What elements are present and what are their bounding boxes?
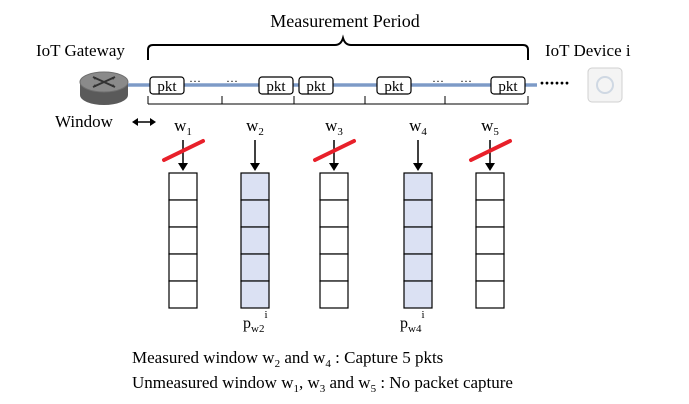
- iot-device-icon: [587, 67, 623, 103]
- window-w2: w2: [240, 116, 270, 309]
- window-name: w2: [246, 116, 264, 138]
- packet: pkt: [258, 76, 294, 95]
- buffer-slot: [240, 253, 270, 282]
- window-w1: w1: [162, 116, 205, 309]
- legend-line-unmeasured: Unmeasured window w1, w3 and w5 : No pac…: [132, 373, 513, 395]
- ellipsis: ···: [460, 74, 472, 88]
- packet-buffer: [403, 172, 433, 309]
- legend-line-measured: Measured window w2 and w4 : Capture 5 pk…: [132, 348, 443, 370]
- device-label: IoT Device i: [545, 41, 631, 60]
- buffer-slot: [475, 226, 505, 255]
- no-capture-cross: [313, 139, 356, 162]
- down-arrow-head: [485, 163, 495, 171]
- window-label: Window: [55, 112, 114, 131]
- packet: pkt: [149, 76, 185, 95]
- packet-label: pkt: [306, 79, 326, 95]
- window-name: w4: [409, 116, 427, 138]
- buffer-slot: [475, 280, 505, 309]
- window-name: w1: [174, 116, 192, 138]
- buffer-slot: [475, 199, 505, 228]
- gateway-label: IoT Gateway: [36, 41, 125, 60]
- buffer-slot: [403, 172, 433, 201]
- ellipsis: ···: [432, 74, 444, 88]
- packet-buffer: [168, 172, 198, 309]
- buffer-slot: [168, 280, 198, 309]
- buffer-slot: [319, 253, 349, 282]
- buffer-slot: [240, 226, 270, 255]
- packet-label: pkt: [157, 79, 177, 95]
- down-arrow-head: [250, 163, 260, 171]
- buffer-slot: [168, 253, 198, 282]
- ellipsis: ···: [226, 74, 238, 88]
- buffer-slot: [319, 172, 349, 201]
- packet-label: pkt: [266, 79, 286, 95]
- buffer-slot: [240, 280, 270, 309]
- buffer-slot: [168, 172, 198, 201]
- buffer-slot: [475, 172, 505, 201]
- ellipsis: ···: [189, 74, 201, 88]
- packet-label: pkt: [498, 79, 518, 95]
- buffer-slot: [240, 172, 270, 201]
- capture-label-w2: pw2i: [243, 309, 268, 335]
- capture-label-w4: pw4i: [400, 309, 425, 335]
- buffer-slot: [168, 199, 198, 228]
- down-arrow-head: [178, 163, 188, 171]
- window-name: w5: [481, 116, 499, 138]
- window-w5: w5: [469, 116, 512, 309]
- packet: pkt: [298, 76, 334, 95]
- link-dots: ······: [539, 73, 569, 93]
- buffer-slot: [240, 199, 270, 228]
- buffer-slot: [319, 280, 349, 309]
- buffer-slot: [319, 226, 349, 255]
- window-w3: w3: [313, 116, 356, 309]
- window-w4: w4: [403, 116, 433, 309]
- packet-buffer: [240, 172, 270, 309]
- down-arrow-head: [329, 163, 339, 171]
- packet-buffer: [475, 172, 505, 309]
- buffer-slot: [403, 226, 433, 255]
- no-capture-cross: [162, 139, 205, 162]
- title: Measurement Period: [270, 11, 419, 31]
- buffer-slot: [403, 199, 433, 228]
- window-double-arrow: [132, 118, 156, 126]
- buffer-slot: [403, 280, 433, 309]
- buffer-slot: [403, 253, 433, 282]
- buffer-slot: [475, 253, 505, 282]
- packet-label: pkt: [384, 79, 404, 95]
- packet: pkt: [376, 76, 412, 95]
- no-capture-cross: [469, 139, 512, 162]
- packet: pkt: [490, 76, 526, 95]
- window-name: w3: [325, 116, 343, 138]
- packet-buffer: [319, 172, 349, 309]
- down-arrow-head: [413, 163, 423, 171]
- measurement-period-brace: [147, 34, 529, 60]
- buffer-slot: [319, 199, 349, 228]
- router-icon: [79, 71, 129, 105]
- buffer-slot: [168, 226, 198, 255]
